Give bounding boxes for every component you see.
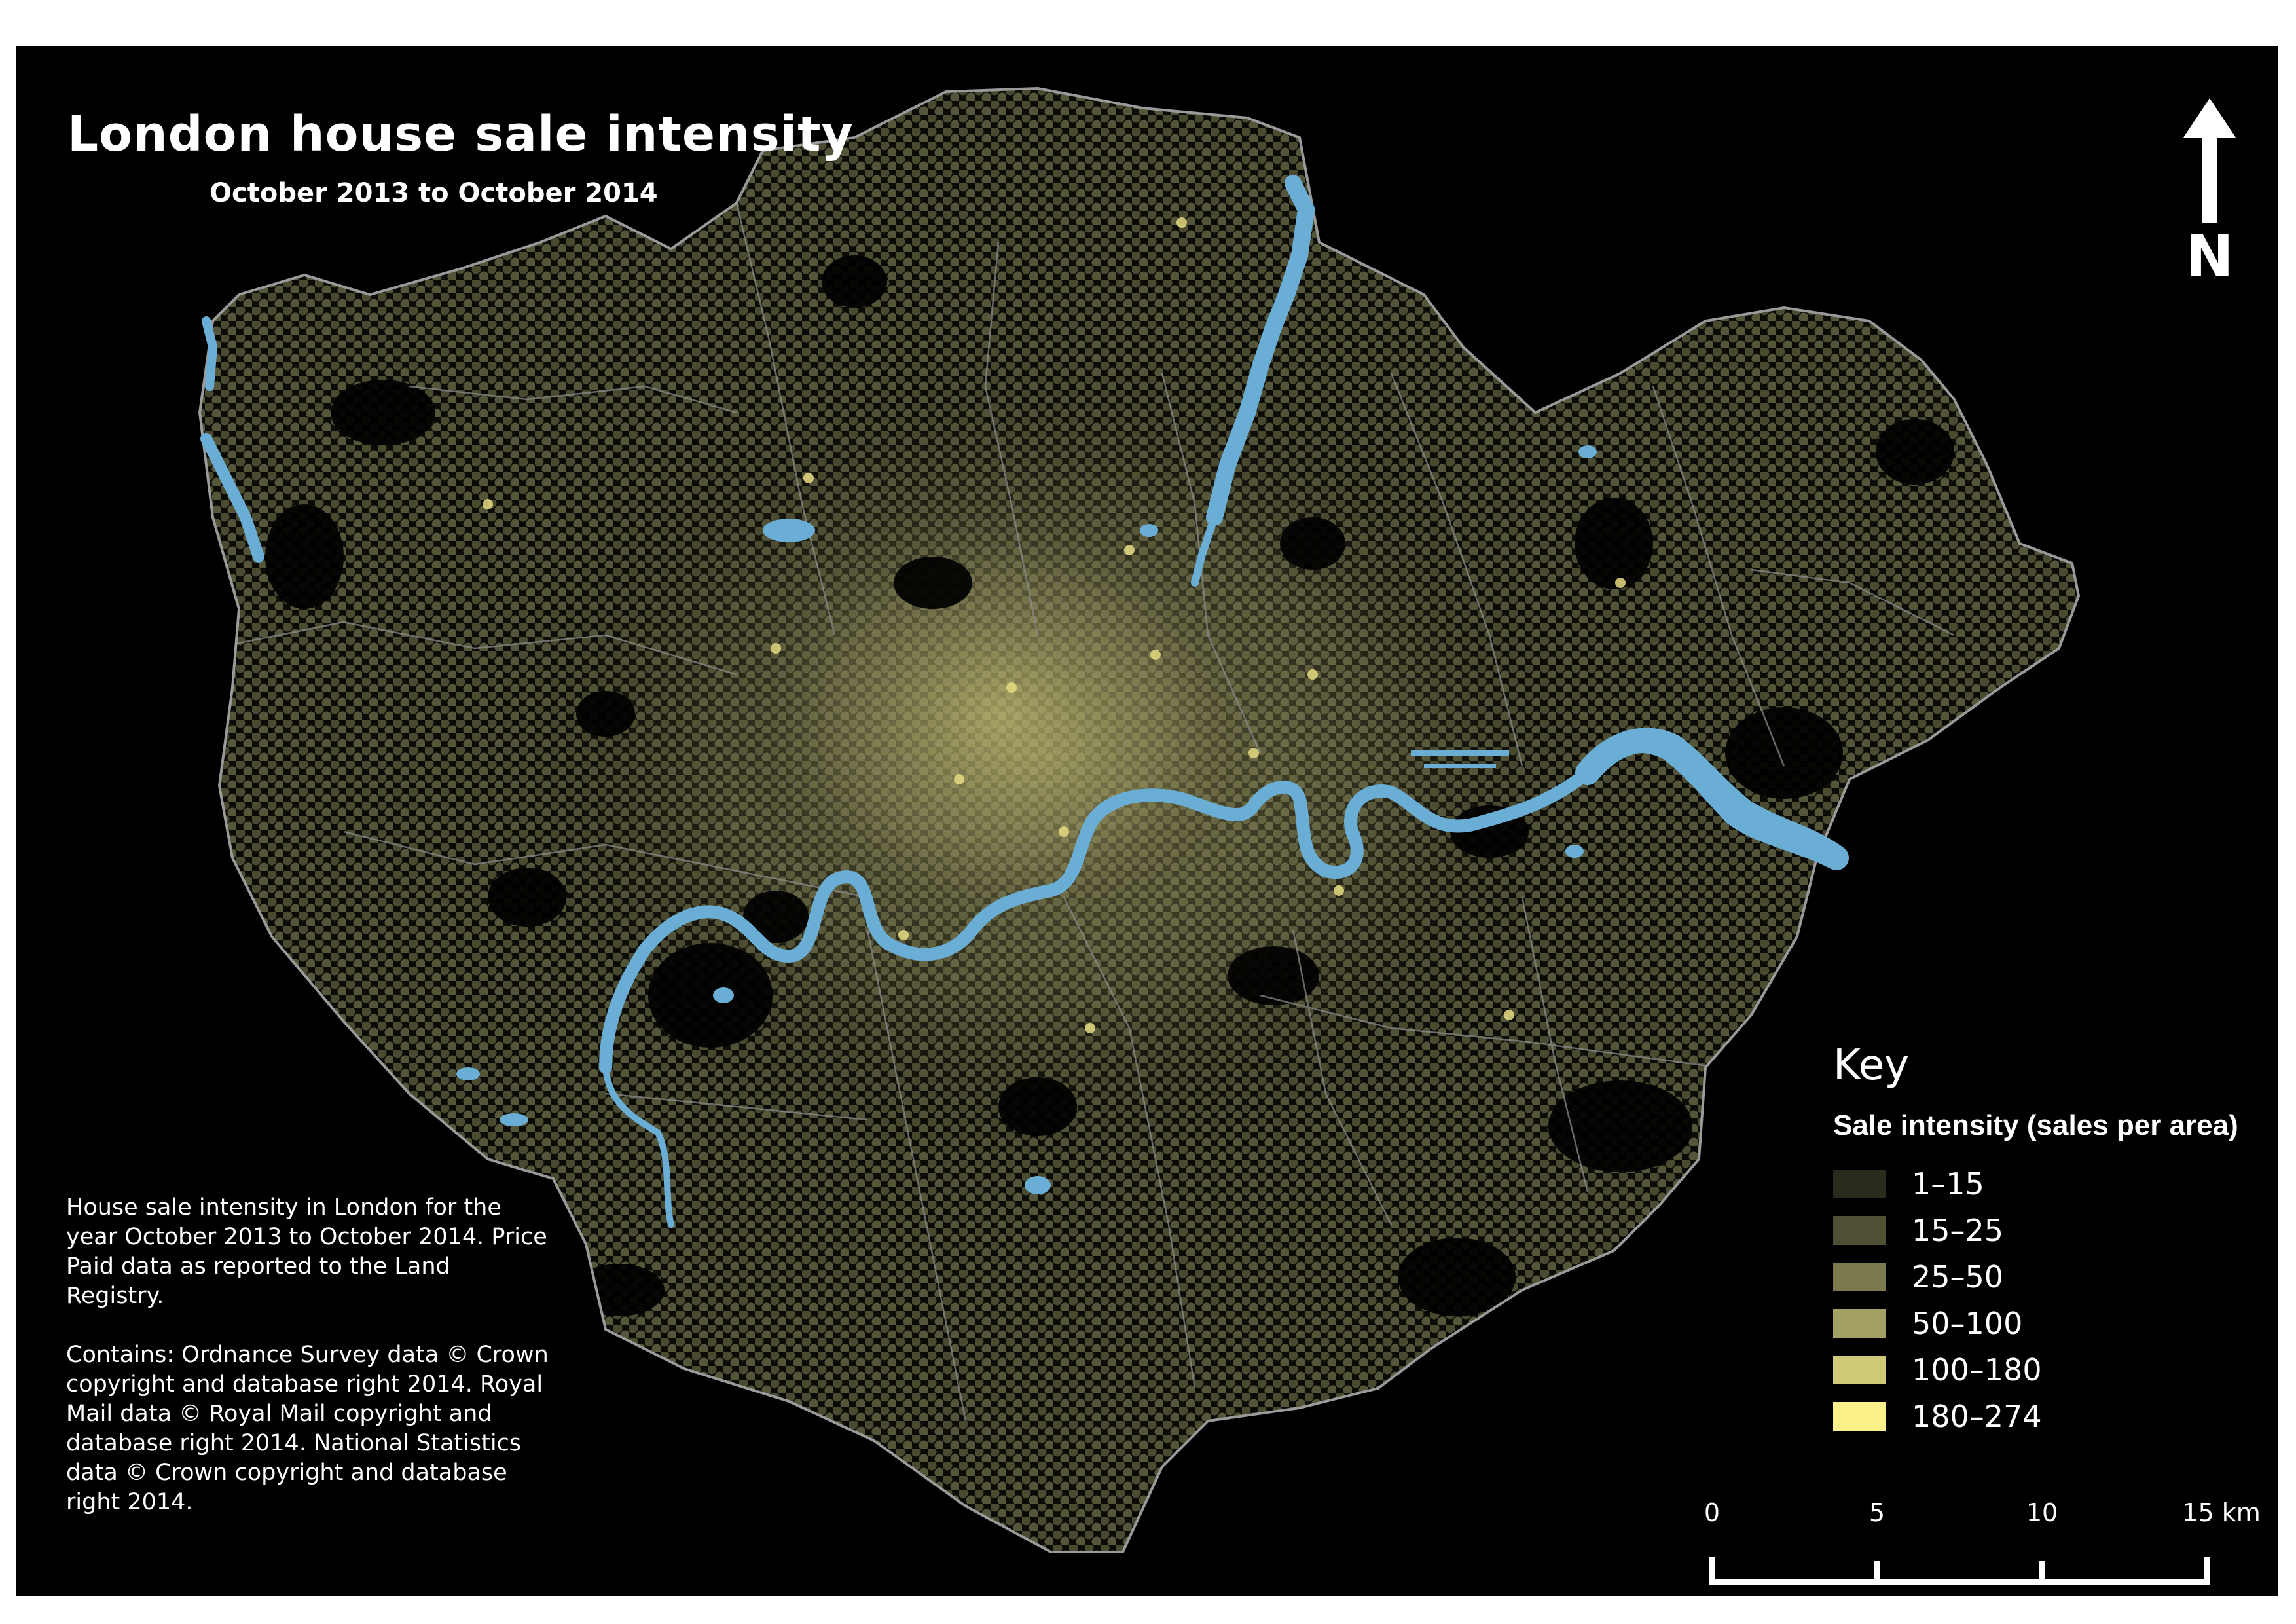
- map-frame: London house sale intensity October 2013…: [16, 46, 2278, 1596]
- legend-subtitle: Sale intensity (sales per area): [1833, 1109, 2238, 1141]
- borough-boundaries: [212, 202, 1955, 1422]
- scale-bar-graphic: [1709, 1557, 2210, 1585]
- legend-label: 25–50: [1912, 1259, 2004, 1295]
- legend-label: 50–100: [1912, 1305, 2023, 1341]
- legend-item: 100–180: [1833, 1346, 2278, 1393]
- legend-label: 1–15: [1912, 1166, 1984, 1202]
- legend-item: 50–100: [1833, 1300, 2278, 1346]
- scale-bar: 0 5 10 15 km: [1699, 1498, 2261, 1590]
- scale-label-10: 10: [2026, 1498, 2058, 1527]
- scale-label-15: 15 km: [2182, 1498, 2261, 1527]
- map-description: House sale intensity in London for the y…: [66, 1193, 551, 1547]
- legend-items: 1–15 15–25 25–50 50–100 100–180 180–274: [1833, 1160, 2278, 1439]
- scale-label-5: 5: [1868, 1498, 1886, 1527]
- legend-swatch: [1833, 1262, 1886, 1291]
- scale-label-0: 0: [1704, 1498, 1721, 1527]
- north-arrow: N: [2157, 92, 2262, 314]
- legend-swatch: [1833, 1355, 1886, 1384]
- attribution-text: Contains: Ordnance Survey data © Crown c…: [66, 1342, 549, 1515]
- legend: Key Sale intensity (sales per area) 1–15…: [1833, 1041, 2278, 1439]
- legend-item: 25–50: [1833, 1253, 2278, 1300]
- legend-item: 180–274: [1833, 1393, 2278, 1439]
- legend-item: 1–15: [1833, 1160, 2278, 1207]
- north-label: N: [2185, 223, 2234, 290]
- river-thames: [200, 175, 1849, 1228]
- legend-swatch: [1833, 1169, 1886, 1198]
- legend-label: 15–25: [1912, 1212, 2004, 1248]
- legend-title: Key: [1833, 1041, 1910, 1090]
- london-map: [198, 87, 2080, 1553]
- north-arrow-icon: [2183, 98, 2236, 223]
- legend-swatch: [1833, 1215, 1886, 1245]
- legend-item: 15–25: [1833, 1207, 2278, 1253]
- legend-label: 100–180: [1912, 1352, 2042, 1388]
- map-title: London house sale intensity: [67, 106, 854, 162]
- map-subtitle: October 2013 to October 2014: [210, 178, 658, 208]
- legend-label: 180–274: [1912, 1398, 2042, 1434]
- legend-swatch: [1833, 1308, 1886, 1338]
- description-text: House sale intensity in London for the y…: [66, 1194, 547, 1309]
- legend-swatch: [1833, 1401, 1886, 1431]
